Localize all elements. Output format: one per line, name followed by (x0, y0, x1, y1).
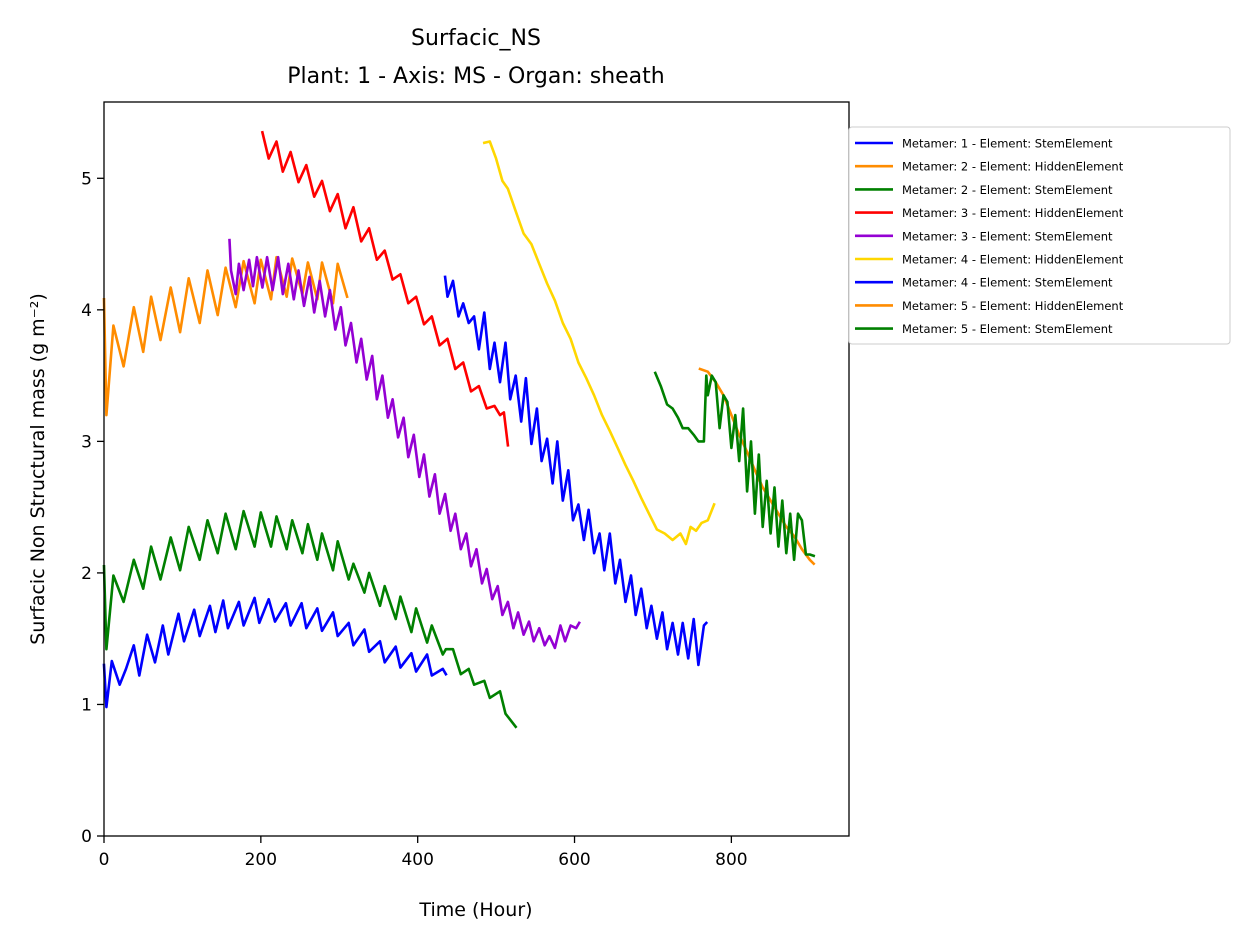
x-tick-label: 400 (401, 850, 433, 870)
x-tick-label: 800 (715, 850, 747, 870)
y-tick-label: 0 (81, 827, 92, 847)
series-line-5 (228, 238, 581, 650)
x-tick-label: 200 (245, 850, 277, 870)
ticks-layer: 0 200 400 600 800 0 1 2 3 4 5 (81, 169, 747, 870)
series-line-4 (260, 130, 510, 447)
y-tick-label: 3 (81, 432, 92, 452)
y-tick-label: 4 (81, 301, 92, 321)
x-axis-label: Time (Hour) (418, 899, 532, 921)
legend-entry-label: Metamer: 5 - Element: HiddenElement (902, 299, 1124, 313)
series-line-1 (102, 596, 448, 709)
plot-frame (103, 101, 850, 837)
legend-entry-label: Metamer: 4 - Element: HiddenElement (902, 253, 1124, 267)
x-tick-label: 600 (558, 850, 590, 870)
legend-entry-label: Metamer: 2 - Element: StemElement (902, 183, 1113, 197)
x-tick-label: 0 (99, 850, 110, 870)
y-axis-label: Surfacic Non Structural mass (g m⁻²) (27, 293, 49, 645)
legend-entry-label: Metamer: 3 - Element: StemElement (902, 229, 1113, 243)
legend-entry-label: Metamer: 1 - Element: StemElement (902, 137, 1113, 151)
series-layer (102, 130, 816, 729)
series-line-2 (102, 255, 349, 417)
chart-title: Surfacic_NS (411, 26, 541, 51)
y-tick-label: 2 (81, 564, 92, 584)
chart-subtitle: Plant: 1 - Axis: MS - Organ: sheath (287, 64, 664, 89)
series-line-8 (698, 367, 816, 566)
series-line-7 (443, 275, 709, 667)
series-line-3 (102, 509, 518, 729)
series-line-9 (653, 371, 816, 562)
y-tick-label: 5 (81, 169, 92, 189)
legend-entry-label: Metamer: 2 - Element: HiddenElement (902, 160, 1124, 174)
series-line-6 (482, 140, 716, 546)
legend: Metamer: 1 - Element: StemElement Metamer… (848, 126, 1231, 345)
y-tick-label: 1 (81, 695, 92, 715)
legend-entry-label: Metamer: 4 - Element: StemElement (902, 276, 1113, 290)
legend-frame (848, 126, 1231, 345)
legend-entry-label: Metamer: 3 - Element: HiddenElement (902, 206, 1124, 220)
legend-entry-label: Metamer: 5 - Element: StemElement (902, 322, 1113, 336)
